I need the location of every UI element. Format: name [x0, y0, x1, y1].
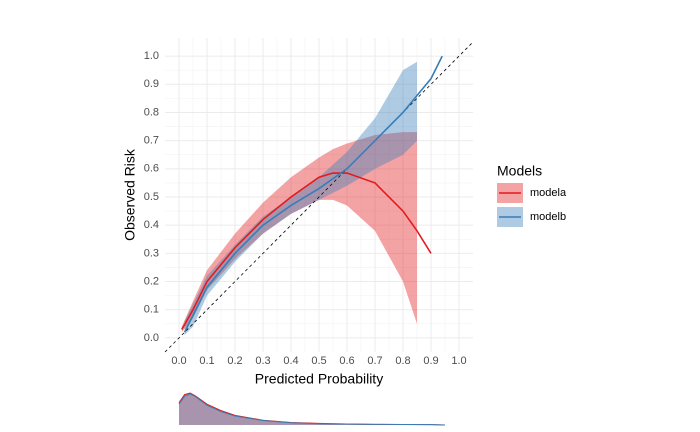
- x-tick-label: 0.2: [227, 355, 242, 367]
- x-tick-label: 0.5: [311, 355, 326, 367]
- x-tick-label: 1.0: [451, 355, 466, 367]
- density-line: [178, 393, 446, 426]
- x-tick-label: 0.7: [367, 355, 382, 367]
- y-tick-label: 0.1: [144, 304, 159, 316]
- y-tick-label: 0.8: [144, 106, 159, 118]
- x-tick-label: 0.3: [255, 355, 270, 367]
- legend-label: modelb: [530, 211, 566, 223]
- confidence-band: [181, 132, 417, 333]
- y-tick-label: 0.5: [144, 191, 159, 203]
- y-tick-label: 0.6: [144, 163, 159, 175]
- legend-title: Models: [497, 163, 542, 179]
- y-tick-label: 0.9: [144, 78, 159, 90]
- x-tick-label: 0.6: [339, 355, 354, 367]
- x-tick-label: 0.4: [283, 355, 298, 367]
- x-tick-label: 0.0: [171, 355, 186, 367]
- y-tick-label: 0.2: [144, 275, 159, 287]
- x-tick-label: 0.9: [423, 355, 438, 367]
- y-tick-label: 0.4: [144, 219, 159, 231]
- y-tick-label: 0.3: [144, 247, 159, 259]
- y-tick-label: 0.0: [144, 332, 159, 344]
- density-area: [179, 393, 445, 425]
- y-tick-label: 1.0: [144, 50, 159, 62]
- legend-label: modela: [530, 187, 567, 199]
- calibration-line: [181, 172, 432, 330]
- x-tick-label: 0.1: [199, 355, 214, 367]
- calibration-line: [183, 55, 443, 333]
- y-axis-title: Observed Risk: [122, 148, 138, 241]
- x-tick-label: 0.8: [395, 355, 410, 367]
- reference-line: [164, 41, 474, 353]
- confidence-band: [184, 61, 417, 336]
- x-axis-title: Predicted Probability: [255, 371, 383, 387]
- density-area: [179, 393, 445, 425]
- y-tick-label: 0.7: [144, 135, 159, 147]
